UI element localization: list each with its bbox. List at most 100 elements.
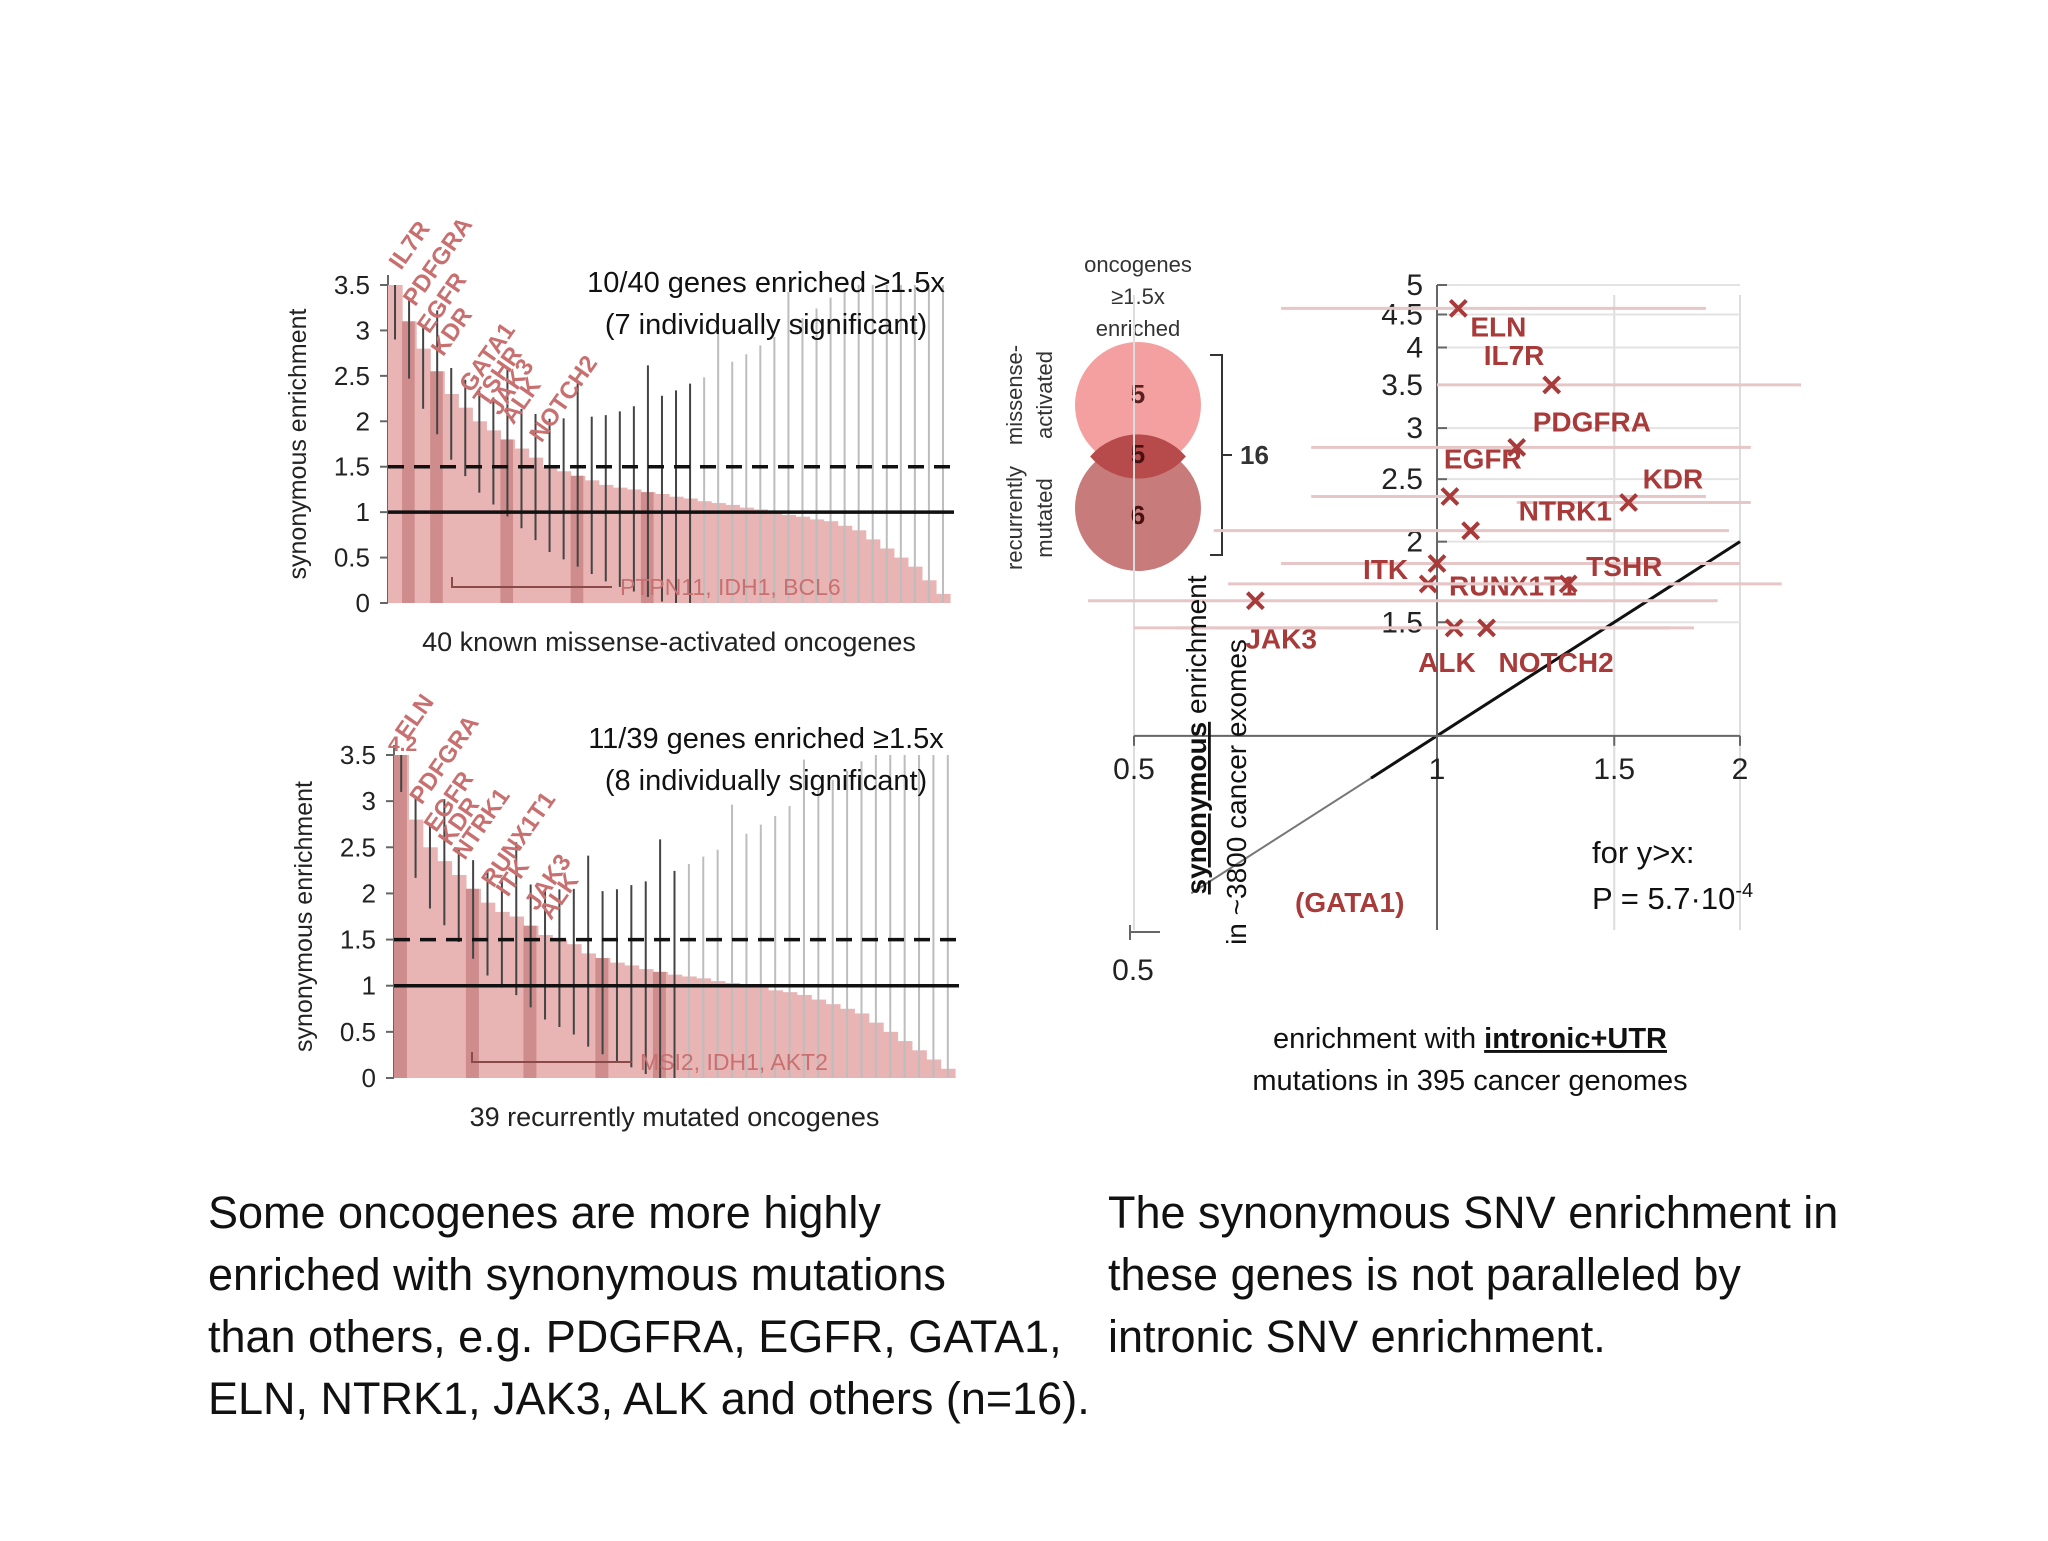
headline-1: 11/39 genes enriched ≥1.5x bbox=[588, 723, 944, 755]
y-tick-label: 1.5 bbox=[1381, 606, 1423, 639]
y-tick-label: 5 bbox=[1406, 269, 1423, 302]
bracket-label: MSI2, IDH1, AKT2 bbox=[640, 1049, 828, 1075]
bracket-line bbox=[451, 577, 612, 588]
caption-left-line: Some oncogenes are more highly bbox=[208, 1187, 881, 1238]
venn-total: 16 bbox=[1240, 440, 1269, 470]
venn-title-1: oncogenes bbox=[1084, 252, 1192, 277]
bar-highlight bbox=[394, 755, 407, 1078]
bar bbox=[458, 407, 473, 603]
y-tick-label: 0.5 bbox=[340, 1017, 376, 1047]
y-axis-label: synonymous enrichment bbox=[1181, 575, 1212, 894]
point-label: PDGFRA bbox=[1533, 406, 1651, 437]
scatter-plot: 1.522.533.544.550.5 1 1.5 2ELNIL7RPDGFRAEGF… bbox=[1087, 269, 1802, 1097]
y-tick-label: 3 bbox=[362, 786, 376, 816]
venn-circle-recurrent bbox=[1075, 445, 1201, 571]
point-marker bbox=[1448, 298, 1468, 318]
point-label: NOTCH2 bbox=[1499, 647, 1614, 678]
y-tick-label: 3.5 bbox=[1381, 369, 1423, 402]
y-tick-label: 0 bbox=[362, 1063, 376, 1093]
y-tick-label: 1.5 bbox=[340, 925, 376, 955]
venn-bottom-label-1: recurrently bbox=[1002, 466, 1027, 570]
x-tick-label: 1.5 bbox=[1593, 753, 1635, 786]
y-tick-label: 3 bbox=[356, 315, 370, 345]
caption-left-line: than others, e.g. PDGFRA, EGFR, GATA1, bbox=[208, 1311, 1062, 1362]
caption-right-line: The synonymous SNV enrichment in bbox=[1108, 1187, 1839, 1238]
headline-1: 10/40 genes enriched ≥1.5x bbox=[587, 267, 945, 299]
point-label: RUNX1T1 bbox=[1449, 571, 1577, 602]
y-tick-label: 2.5 bbox=[1381, 463, 1423, 496]
bar bbox=[437, 861, 453, 1078]
point-label: IL7R bbox=[1484, 340, 1545, 371]
venn-bottom-label-2: mutated bbox=[1032, 478, 1057, 558]
point-label: ALK bbox=[1418, 647, 1476, 678]
bar-highlight bbox=[465, 888, 479, 1078]
y-tick-label: 1 bbox=[356, 497, 370, 527]
point-label: NTRK1 bbox=[1519, 496, 1612, 527]
y-tick-label: 4 bbox=[1406, 332, 1423, 365]
venn-circle-missense bbox=[1075, 342, 1201, 468]
bar bbox=[408, 819, 424, 1078]
bar-highlight bbox=[430, 371, 443, 603]
y-tick-label: 0 bbox=[356, 588, 370, 618]
point-marker bbox=[1558, 574, 1578, 594]
venn-title-3: enriched bbox=[1096, 316, 1180, 341]
bar-chart-top: 0 0.5 1 1.5 2 2.5 3 3.5 synonymous enrichment PTP… bbox=[284, 212, 954, 657]
bar bbox=[444, 394, 459, 603]
point-marker bbox=[1461, 521, 1481, 541]
y-axis-label: synonymous enrichment bbox=[290, 781, 318, 1052]
venn-overlap-count: 5 bbox=[1131, 439, 1145, 469]
caption-right-line: intronic SNV enrichment. bbox=[1108, 1311, 1606, 1362]
bracket-label: PTPN11, IDH1, BCL6 bbox=[620, 574, 841, 600]
y-tick-label: 4.5 bbox=[1381, 299, 1423, 332]
annotation-2: P = 5.7·10-4 bbox=[1592, 880, 1753, 916]
x-tick-label: 2 bbox=[1732, 753, 1749, 786]
x-tick-label: 1 bbox=[1429, 753, 1446, 786]
caption-right-line: these genes is not paralleled by bbox=[1108, 1249, 1741, 1300]
venn-top-count: 5 bbox=[1131, 379, 1145, 409]
bar bbox=[494, 911, 510, 1078]
y-tick-label: 2 bbox=[1406, 526, 1423, 559]
caption-right: The synonymous SNV enrichment in these g… bbox=[1108, 1182, 1988, 1368]
x-axis-label: 40 known missense-activated oncogenes bbox=[422, 627, 916, 657]
y-tick-label: 2.5 bbox=[340, 832, 376, 862]
headline-2: (8 individually significant) bbox=[605, 765, 927, 797]
bar bbox=[388, 285, 403, 603]
venn-top-label-2: activated bbox=[1032, 351, 1057, 439]
point-marker bbox=[1542, 375, 1562, 395]
annotation-1: for y>x: bbox=[1592, 835, 1695, 870]
axis-min-label: 0.5 bbox=[1112, 954, 1154, 987]
point-marker bbox=[1619, 493, 1638, 512]
venn-diagram: oncogenes ≥1.5x enriched missense- activ… bbox=[1002, 252, 1269, 571]
venn-top-label-1: missense- bbox=[1002, 345, 1027, 445]
bar-highlight bbox=[500, 439, 514, 603]
point-label: KDR bbox=[1643, 464, 1704, 495]
bar bbox=[416, 348, 431, 603]
bar-chart-bottom: 0 0.5 1 1.5 2 2.5 3 3.5 synonymous enrichment MSI… bbox=[290, 690, 959, 1132]
y-tick-label: 0.5 bbox=[334, 543, 370, 573]
offscale-label: (GATA1) bbox=[1295, 887, 1404, 918]
caption-left-line: enriched with synonymous mutations bbox=[208, 1249, 946, 1300]
headline-2: (7 individually significant) bbox=[605, 309, 927, 341]
y-axis-label-2: in ~3800 cancer exomes bbox=[1221, 639, 1252, 945]
point-label: ELN bbox=[1470, 311, 1526, 342]
point-label: TSHR bbox=[1586, 551, 1662, 582]
venn-bottom-count: 6 bbox=[1131, 500, 1145, 530]
bar-highlight bbox=[402, 321, 415, 603]
caption-left-line: ELN, NTRK1, JAK3, ALK and others (n=16). bbox=[208, 1373, 1090, 1424]
bar bbox=[480, 902, 496, 1078]
point-marker bbox=[1477, 618, 1496, 638]
caption-left: Some oncogenes are more highly enriched … bbox=[208, 1182, 1090, 1430]
y-tick-label: 3.5 bbox=[340, 740, 376, 770]
x-axis-label-2: mutations in 395 cancer genomes bbox=[1252, 1065, 1687, 1097]
first-bar-value-label: 4.2 bbox=[388, 733, 417, 756]
diagonal-line-main bbox=[1370, 540, 1741, 780]
y-tick-label: 1.5 bbox=[334, 452, 370, 482]
venn-overlap bbox=[1090, 434, 1186, 479]
venn-title-2: ≥1.5x bbox=[1111, 284, 1165, 309]
venn-bracket bbox=[1210, 354, 1232, 556]
y-tick-label: 3 bbox=[1406, 412, 1423, 445]
y-tick-label: 3.5 bbox=[334, 270, 370, 300]
point-marker bbox=[1245, 591, 1265, 611]
